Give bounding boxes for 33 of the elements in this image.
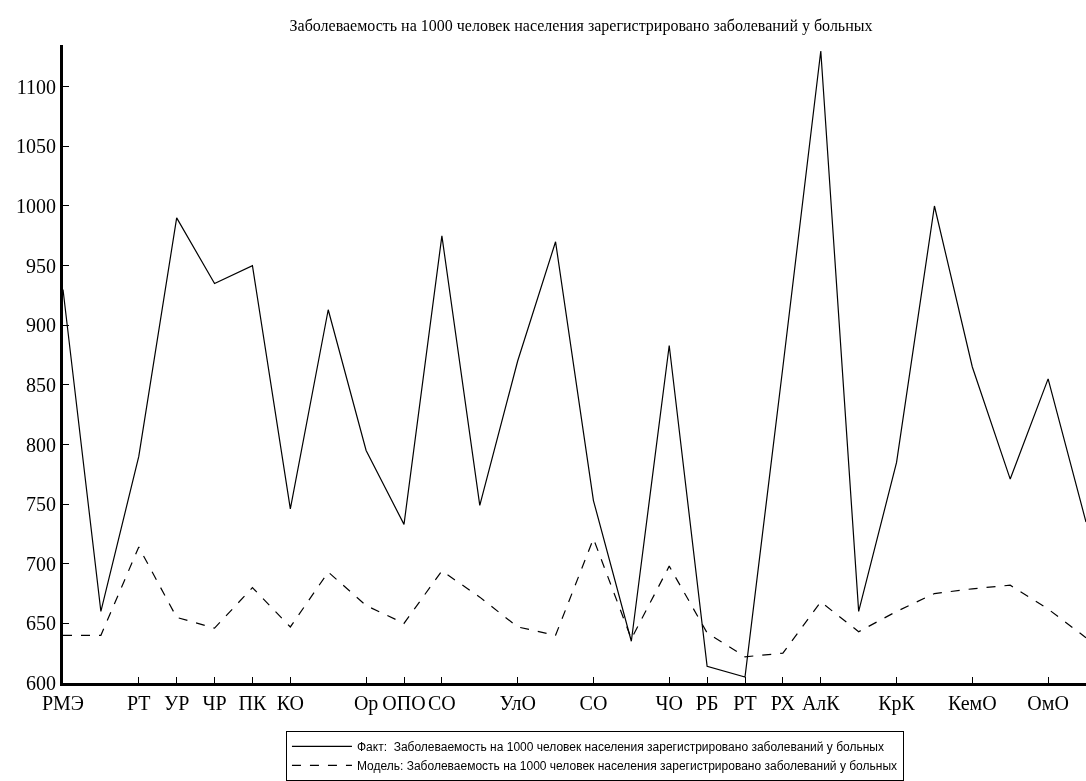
x-tick-label: РБ bbox=[695, 692, 719, 714]
x-tick-label: РТ bbox=[126, 692, 151, 714]
x-tick-label: АлК bbox=[801, 692, 841, 714]
y-tick-label: 950 bbox=[26, 254, 56, 277]
chart-title: Заболеваемость на 1000 человек населения зарегистрировано заболеваний у больных bbox=[289, 16, 873, 35]
y-tick-label: 850 bbox=[26, 373, 56, 396]
legend-label: Модель: Заболеваемость на 1000 человек населения зарегистрировано заболеваний у больных bbox=[356, 759, 898, 774]
y-tick-label: 650 bbox=[26, 612, 56, 635]
x-tick-label: УР bbox=[164, 692, 190, 714]
x-tick-label: РМЭ bbox=[41, 692, 85, 714]
x-tick-label: ПК bbox=[238, 692, 267, 714]
x-tick-label: КрК bbox=[878, 692, 916, 715]
x-tick-label: СО bbox=[427, 692, 456, 714]
legend-label: Факт: Заболеваемость на 1000 человек населения зарегистрировано заболеваний у больных bbox=[356, 740, 884, 755]
x-tick-label: ЧР bbox=[202, 692, 227, 714]
x-tick-label: ЧО bbox=[655, 692, 683, 714]
y-tick-label: 1100 bbox=[16, 75, 56, 98]
y-tick-label: 800 bbox=[26, 433, 56, 456]
y-tick-label: 750 bbox=[26, 493, 56, 516]
y-tick-label: 1000 bbox=[16, 194, 56, 217]
x-tick-label: Ор bbox=[353, 692, 379, 715]
x-tick-label: УлО bbox=[499, 692, 536, 714]
x-tick-label: РТ bbox=[733, 692, 757, 714]
x-tick-label: ОПО bbox=[382, 692, 426, 714]
x-tick-label: КО bbox=[276, 692, 304, 714]
x-tick-label: СО bbox=[579, 692, 608, 714]
y-tick-label: 900 bbox=[26, 314, 56, 337]
x-tick-label: ОмО bbox=[1027, 692, 1069, 714]
y-tick-label: 600 bbox=[26, 672, 56, 694]
y-tick-label: 1050 bbox=[16, 135, 56, 158]
y-tick-label: 700 bbox=[26, 552, 56, 575]
x-tick-label: РХ bbox=[770, 692, 796, 714]
x-tick-label: КемО bbox=[948, 692, 997, 714]
